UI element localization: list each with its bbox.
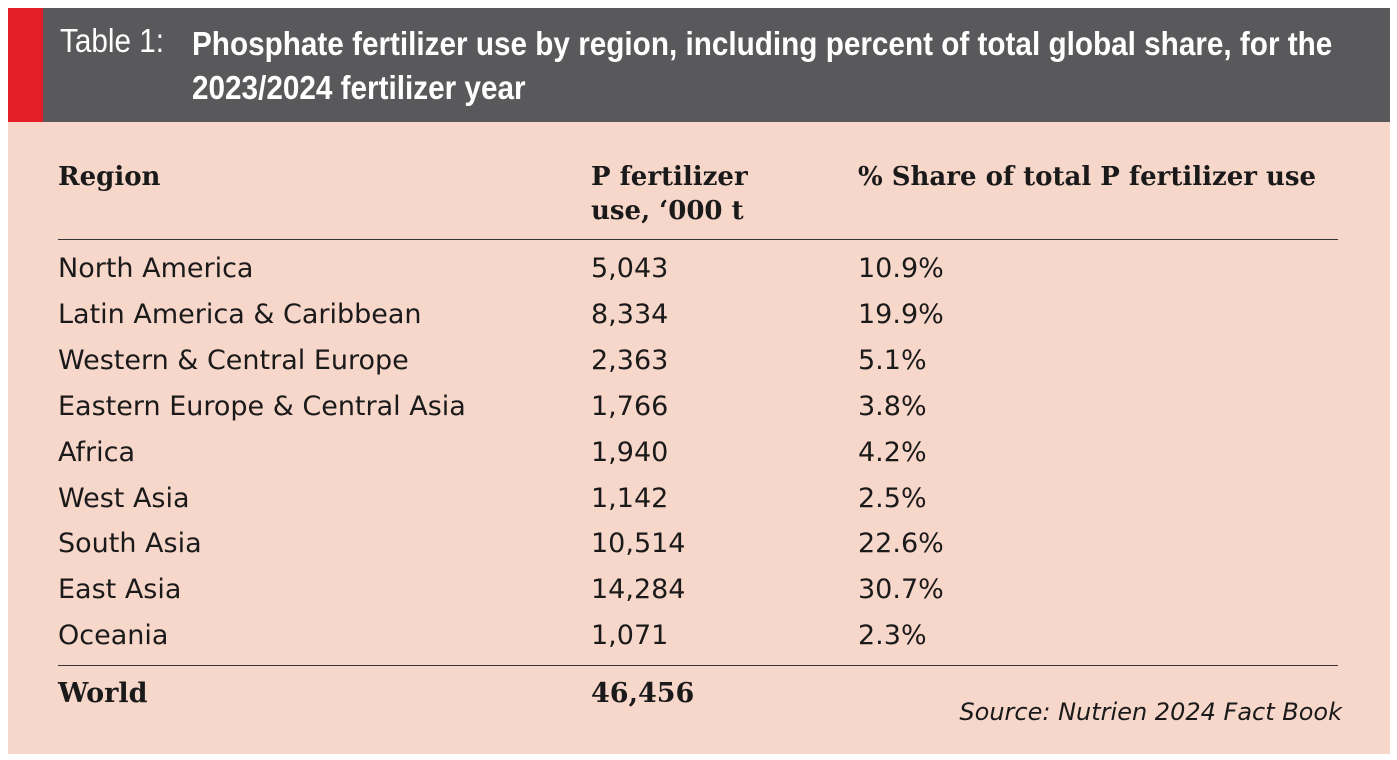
row-region: Eastern Europe & Central Asia <box>58 391 466 422</box>
row-use: 1,766 <box>591 391 669 422</box>
header-use-line2: use, ‘000 t <box>591 196 744 226</box>
row-use: 1,071 <box>591 620 669 651</box>
red-accent-bar <box>8 8 43 122</box>
row-region: Western & Central Europe <box>58 345 409 376</box>
source-note: Source: Nutrien 2024 Fact Book <box>959 698 1342 726</box>
table-panel: Table 1: Phosphate fertilizer use by reg… <box>8 8 1390 754</box>
row-share: 22.6% <box>858 528 944 559</box>
header-use-line1: P fertilizer <box>591 162 748 192</box>
row-region: South Asia <box>58 528 202 559</box>
row-share: 3.8% <box>858 391 927 422</box>
total-region: World <box>58 678 148 709</box>
row-use: 8,334 <box>591 299 669 330</box>
row-region: Latin America & Caribbean <box>58 299 422 330</box>
header-rule <box>58 239 1338 240</box>
row-share: 4.2% <box>858 437 927 468</box>
row-share: 30.7% <box>858 574 944 605</box>
row-use: 2,363 <box>591 345 669 376</box>
row-region: North America <box>58 253 254 284</box>
table-title-text: Phosphate fertilizer use by region, incl… <box>192 25 1333 106</box>
row-use: 10,514 <box>591 528 686 559</box>
row-share: 2.3% <box>858 620 927 651</box>
row-region: Africa <box>58 437 136 468</box>
title-bar: Table 1: Phosphate fertilizer use by reg… <box>8 8 1390 122</box>
row-use: 5,043 <box>591 253 669 284</box>
total-use: 46,456 <box>591 678 695 709</box>
row-share: 19.9% <box>858 299 944 330</box>
row-share: 10.9% <box>858 253 944 284</box>
total-rule <box>58 665 1338 666</box>
row-use: 1,940 <box>591 437 669 468</box>
row-share: 5.1% <box>858 345 927 376</box>
row-region: East Asia <box>58 574 182 605</box>
header-region: Region <box>58 162 161 192</box>
table-title: Phosphate fertilizer use by region, incl… <box>192 22 1372 110</box>
table-label: Table 1: <box>60 22 165 59</box>
row-region: Oceania <box>58 620 169 651</box>
row-region: West Asia <box>58 483 190 514</box>
header-share: % Share of total P fertilizer use <box>858 162 1317 192</box>
row-use: 14,284 <box>591 574 686 605</box>
row-use: 1,142 <box>591 483 669 514</box>
row-share: 2.5% <box>858 483 927 514</box>
